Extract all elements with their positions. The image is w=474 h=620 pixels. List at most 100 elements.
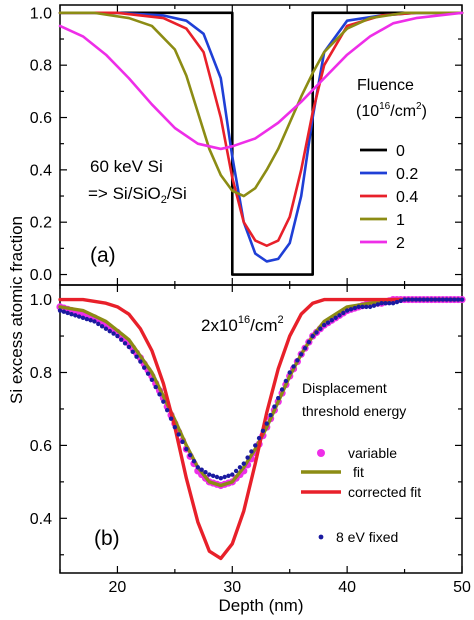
data-point xyxy=(310,333,315,339)
data-point xyxy=(210,473,216,478)
data-point xyxy=(375,302,380,307)
data-point xyxy=(207,472,212,477)
data-point xyxy=(421,297,426,302)
data-point xyxy=(157,392,162,397)
data-point xyxy=(459,297,465,302)
data-point xyxy=(364,304,369,310)
data-point xyxy=(455,297,461,302)
data-point xyxy=(111,331,116,336)
data-point xyxy=(371,303,377,308)
data-point xyxy=(398,298,403,303)
data-point xyxy=(237,465,243,470)
data-point xyxy=(436,297,442,302)
legend-a-entry: 0 xyxy=(396,143,405,160)
data-point xyxy=(379,301,384,306)
data-point xyxy=(69,311,74,317)
data-point xyxy=(260,428,266,434)
data-point xyxy=(425,297,430,302)
panel-a-y-tick-label: 0.4 xyxy=(30,162,52,179)
data-point xyxy=(61,309,67,314)
data-point xyxy=(433,297,438,302)
data-point xyxy=(80,315,86,321)
legend-a-entry: 1 xyxy=(396,212,405,229)
legend-a-entry: 0.4 xyxy=(396,189,418,206)
data-point xyxy=(413,297,419,302)
panel-b-y-tick-label: 0.6 xyxy=(30,438,52,455)
data-point xyxy=(84,316,90,322)
data-point xyxy=(264,421,269,426)
data-point xyxy=(333,315,338,321)
data-point xyxy=(299,352,304,357)
data-point xyxy=(417,297,423,302)
data-point xyxy=(233,468,239,474)
panel-b-y-tick-label: 1.0 xyxy=(30,292,52,309)
data-point xyxy=(149,377,155,382)
data-point xyxy=(356,304,361,310)
panel-b-frame xyxy=(59,284,463,574)
data-point xyxy=(341,310,346,316)
legend-a: 0 0.2 0.4 1 2 xyxy=(360,143,418,252)
data-point xyxy=(287,370,292,375)
data-point xyxy=(383,301,388,306)
data-point xyxy=(187,452,193,458)
legend-b-entry: fit xyxy=(353,464,364,480)
data-point xyxy=(222,474,227,480)
data-point xyxy=(448,297,453,302)
data-point xyxy=(268,412,273,418)
data-point xyxy=(344,308,350,313)
data-point xyxy=(57,308,63,313)
data-point xyxy=(119,337,124,342)
panel-a-y-tick-label: 0.2 xyxy=(30,215,52,232)
series-corrected-fit-line xyxy=(58,297,464,561)
x-tick-label: 50 xyxy=(453,579,471,596)
data-point xyxy=(153,384,158,390)
data-point xyxy=(444,297,449,302)
legend-b-entry: 8 eV fixed xyxy=(336,529,398,545)
data-point xyxy=(367,304,373,310)
data-point xyxy=(410,297,415,302)
panel-b-series xyxy=(56,295,466,561)
data-point xyxy=(214,474,220,480)
data-point xyxy=(161,399,166,404)
legend-a-title: Fluence xyxy=(357,77,414,94)
data-point xyxy=(134,354,139,359)
legend-a-entry: 2 xyxy=(396,235,405,252)
data-point xyxy=(348,307,354,312)
data-point xyxy=(272,404,277,409)
data-point xyxy=(241,461,246,466)
data-point xyxy=(103,326,109,331)
series-8-ev-fixed xyxy=(57,297,465,481)
data-point xyxy=(283,378,289,384)
data-point xyxy=(452,297,457,302)
data-point xyxy=(168,416,174,421)
data-point xyxy=(96,321,101,327)
data-point xyxy=(440,297,446,302)
x-tick-label: 20 xyxy=(109,579,127,596)
legend-b: variable fit corrected fit 8 eV fixed xyxy=(301,445,421,545)
data-point xyxy=(218,476,223,481)
data-point xyxy=(88,318,93,323)
data-point xyxy=(360,304,365,310)
legend-b-swatch xyxy=(318,534,324,540)
data-point xyxy=(126,344,132,350)
data-point xyxy=(226,473,231,478)
series-0-4-line xyxy=(58,11,464,248)
data-point xyxy=(65,310,70,316)
panel-a-y-tick-label: 0.6 xyxy=(30,110,52,127)
panel-a-annotation-line2: => Si/SiO2/Si xyxy=(88,184,187,206)
data-point xyxy=(279,387,285,392)
data-point xyxy=(245,455,250,460)
legend-b-title-line2: threshold energy xyxy=(302,403,406,419)
data-point xyxy=(138,359,143,364)
data-point xyxy=(337,313,342,318)
y-axis-label: Si excess atomic fraction xyxy=(7,216,26,404)
data-point xyxy=(249,449,254,454)
data-point xyxy=(176,432,181,437)
panel-a-series xyxy=(58,11,464,276)
data-point xyxy=(318,326,323,331)
data-point xyxy=(230,472,235,477)
data-point xyxy=(321,322,327,328)
data-point xyxy=(115,333,120,339)
panel-a-y-tick-label: 0.0 xyxy=(30,267,52,284)
data-point xyxy=(306,339,312,345)
